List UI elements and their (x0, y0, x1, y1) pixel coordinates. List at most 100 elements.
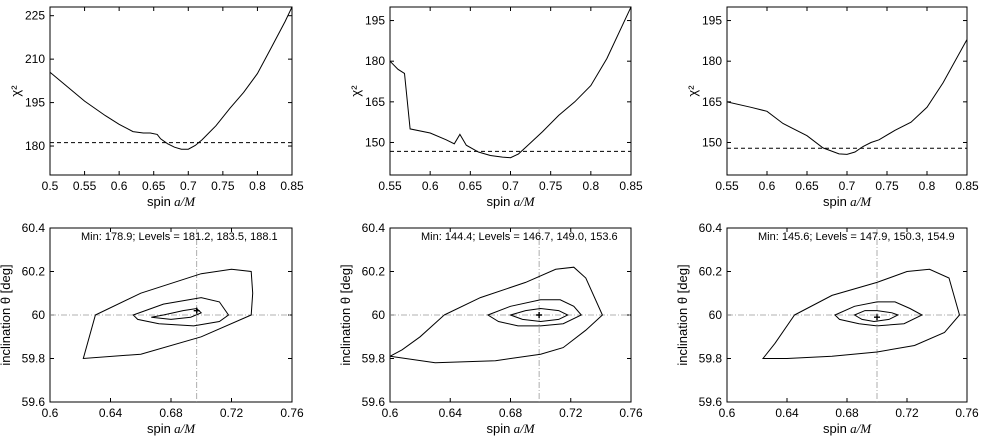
x-tick-label: 0.85 (280, 179, 304, 193)
x-tick-label: 0.65 (795, 179, 819, 193)
y-tick-label: 195 (25, 96, 45, 110)
panel-2: 0.55 0.6 0.65 0.7 0.75 0.8 0.85 150 165 180 195 spi… (348, 6, 643, 209)
y-tick-label: 60.2 (699, 265, 723, 279)
panel-3: 0.55 0.6 0.65 0.7 0.75 0.8 0.85 150 165 180 195 spi… (685, 6, 979, 209)
best-fit-marker (874, 314, 880, 321)
y-tick-label: 60.2 (22, 265, 46, 279)
y-axis-label: χ² (348, 85, 363, 97)
y-tick-label: 59.8 (22, 352, 46, 366)
x-tick-label: 0.8 (582, 179, 599, 193)
x-tick-label: 0.6 (759, 179, 776, 193)
x-tick-label: 0.6 (422, 179, 439, 193)
contour-level-1 (853, 310, 900, 323)
y-tick-label: 59.6 (22, 395, 46, 409)
y-tick-label: 180 (365, 54, 385, 68)
y-tick-label: 59.6 (362, 395, 386, 409)
x-tick-label: 0.55 (73, 179, 97, 193)
contour-level-3 (761, 268, 961, 359)
x-tick-label: 0.5 (42, 179, 59, 193)
x-tick-label: 0.8 (249, 179, 266, 193)
chi2-curve (390, 7, 631, 159)
y-tick-label: 195 (365, 14, 385, 28)
x-tick-label: 0.68 (835, 406, 859, 420)
x-axis-label: spin a/M (147, 421, 196, 436)
y-tick-label: 60.4 (22, 221, 46, 235)
x-tick-label: 0.55 (378, 179, 402, 193)
y-tick-label: 195 (702, 14, 722, 28)
chi2-curve (50, 7, 292, 150)
y-tick-label: 150 (702, 135, 722, 149)
x-tick-label: 0.85 (955, 179, 979, 193)
levels-annotation: Min: 145.6; Levels = 147.9, 150.3, 154.9 (758, 231, 955, 243)
x-tick-label: 0.72 (220, 406, 244, 420)
plot-frame (49, 6, 293, 176)
x-tick-label: 0.75 (539, 179, 563, 193)
x-tick-label: 0.85 (619, 179, 643, 193)
x-tick-label: 0.64 (439, 406, 463, 420)
levels-annotation: Min: 144.4; Levels = 146.7, 149.0, 153.6 (421, 231, 618, 243)
y-tick-label: 60 (372, 308, 386, 322)
x-axis-label: spin a/M (486, 421, 535, 436)
plot-frame (726, 6, 968, 176)
best-fit-marker (536, 312, 543, 318)
contour-level-3 (390, 266, 604, 364)
contour-level-2 (486, 299, 583, 327)
x-tick-label: 0.7 (502, 179, 519, 193)
y-axis-label: χ² (8, 85, 23, 97)
x-tick-label: 0.76 (280, 406, 304, 420)
x-tick-label: 0.76 (955, 406, 979, 420)
panel-5: 0.6 0.64 0.68 0.72 0.76 59.6 59.8 60 60.2 60.4 spi… (338, 221, 643, 436)
y-tick-label: 59.6 (699, 395, 723, 409)
y-tick-label: 59.8 (362, 352, 386, 366)
x-tick-label: 0.65 (142, 179, 166, 193)
levels-annotation: Min: 178.9; Levels = 181.2, 183.5, 188.1 (81, 231, 278, 243)
panel-1: 0.5 0.55 0.6 0.65 0.7 0.75 0.8 0.85 180 195 210 225… (8, 6, 304, 209)
y-tick-label: 60 (709, 308, 723, 322)
x-tick-label: 0.8 (919, 179, 936, 193)
y-tick-label: 59.8 (699, 352, 723, 366)
x-tick-label: 0.75 (211, 179, 235, 193)
y-tick-label: 165 (365, 95, 385, 109)
x-tick-label: 0.75 (875, 179, 899, 193)
x-tick-label: 0.76 (619, 406, 643, 420)
plot-frame (389, 6, 632, 176)
panel-4: 0.6 0.64 0.68 0.72 0.76 59.6 59.8 60 60.2 60.4 spi… (0, 221, 304, 436)
y-axis-label: inclination θ [deg] (0, 264, 13, 365)
y-tick-label: 225 (25, 9, 45, 23)
x-tick-label: 0.6 (719, 406, 736, 420)
x-tick-label: 0.55 (715, 179, 739, 193)
contour-level-1 (151, 307, 203, 320)
contour-level-2 (132, 297, 230, 327)
x-axis-label: spin a/M (147, 194, 196, 209)
best-fit-marker (193, 307, 200, 314)
x-tick-label: 0.65 (459, 179, 483, 193)
x-tick-label: 0.7 (839, 179, 856, 193)
contour-level-1 (508, 307, 569, 323)
y-tick-label: 165 (702, 95, 722, 109)
x-tick-label: 0.7 (180, 179, 197, 193)
x-axis-label: spin a/M (823, 421, 872, 436)
y-tick-label: 150 (365, 135, 385, 149)
y-tick-label: 60.4 (699, 221, 723, 235)
x-axis-label: spin a/M (823, 194, 872, 209)
x-tick-label: 0.6 (382, 406, 399, 420)
x-tick-label: 0.72 (895, 406, 919, 420)
y-tick-label: 60 (32, 308, 46, 322)
y-axis-label: inclination θ [deg] (338, 264, 353, 365)
y-tick-label: 60.4 (362, 221, 386, 235)
x-tick-label: 0.68 (499, 406, 523, 420)
y-tick-label: 180 (702, 54, 722, 68)
y-axis-label: χ² (685, 85, 700, 97)
x-tick-label: 0.68 (159, 406, 183, 420)
x-tick-label: 0.64 (99, 406, 123, 420)
x-axis-label: spin a/M (486, 194, 535, 209)
x-tick-label: 0.6 (111, 179, 128, 193)
contour-level-3 (82, 268, 254, 360)
x-tick-label: 0.64 (775, 406, 799, 420)
panel-6: 0.6 0.64 0.68 0.72 0.76 59.6 59.8 60 60.2 60.4 spi… (675, 221, 979, 436)
contour-level-2 (834, 301, 924, 327)
x-tick-label: 0.72 (559, 406, 583, 420)
x-tick-label: 0.6 (42, 406, 59, 420)
y-axis-label: inclination θ [deg] (675, 264, 690, 365)
